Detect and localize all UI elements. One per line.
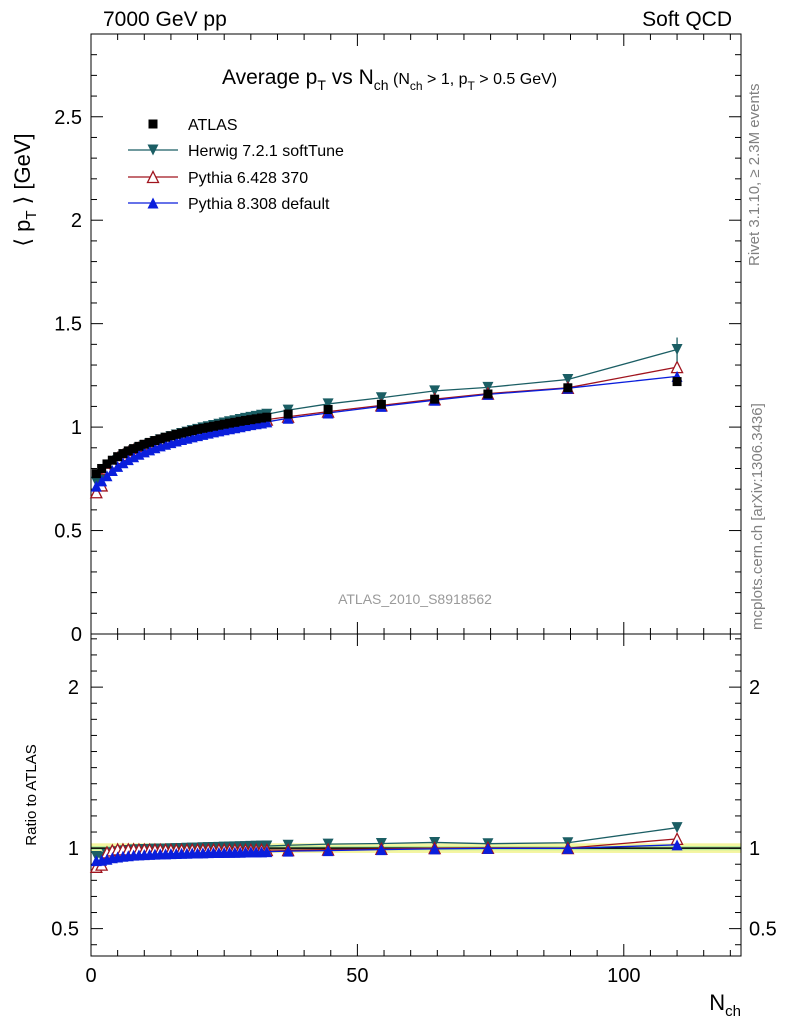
ratio-tick-label-left: 0.5 — [51, 919, 79, 941]
data-point-atlas — [171, 429, 181, 439]
data-point-herwig-7-2-1-softtune — [375, 392, 387, 404]
chart-title: Average pT vs Nch (Nch > 1, pT > 0.5 GeV… — [222, 66, 557, 93]
ratio-tick-label-right: 0.5 — [749, 919, 777, 941]
data-point-atlas — [256, 413, 266, 423]
ratio-axis-label: Ratio to ATLAS — [23, 744, 40, 845]
watermark: ATLAS_2010_S8918562 — [338, 591, 492, 607]
data-point-atlas — [563, 383, 573, 393]
data-point-atlas — [166, 431, 176, 441]
data-point-atlas — [230, 417, 240, 427]
y-tick-label: 1.5 — [54, 314, 82, 336]
legend-label: ATLAS — [188, 117, 238, 134]
data-point-atlas — [209, 421, 219, 431]
legend-marker — [146, 170, 160, 184]
y-axis-label: ⟨ pT ⟩ [GeV] — [10, 133, 40, 246]
legend-item-pythia-6-428-370: Pythia 6.428 370 — [128, 170, 308, 187]
data-point-atlas — [672, 377, 682, 387]
data-point-atlas — [225, 418, 235, 428]
data-point-atlas — [323, 405, 333, 415]
ratio-frame — [90, 633, 742, 957]
data-point-atlas — [102, 459, 112, 469]
y-tick-label: 2.5 — [54, 107, 82, 129]
ratio-point-pythia-8-308-default — [282, 845, 294, 857]
y-tick-label: 0.5 — [54, 521, 82, 543]
data-point-pythia-8-308-default — [117, 457, 129, 469]
legend-marker — [147, 197, 159, 209]
data-point-pythia-8-308-default — [106, 465, 118, 477]
ratio-point-pythia-8-308-default — [375, 844, 387, 856]
data-point-herwig-7-2-1-softtune — [322, 398, 334, 410]
x-tick-label: 50 — [346, 965, 368, 987]
data-point-pythia-8-308-default — [112, 460, 124, 472]
data-point-atlas — [483, 389, 493, 399]
data-point-atlas — [145, 437, 155, 447]
ratio-tick-label-right: 2 — [749, 677, 760, 699]
legend-label: Pythia 8.308 default — [188, 196, 330, 213]
ratio-point-pythia-8-308-default — [322, 845, 334, 857]
data-point-pythia-8-308-default — [122, 454, 134, 466]
x-tick-label: 100 — [607, 965, 640, 987]
legend-label: Pythia 6.428 370 — [188, 170, 308, 187]
data-point-atlas — [187, 426, 197, 436]
data-point-atlas — [161, 432, 171, 442]
data-point-atlas — [262, 412, 272, 422]
legend-item-atlas: ATLAS — [148, 117, 238, 134]
data-point-herwig-7-2-1-softtune — [562, 374, 574, 386]
data-point-atlas — [107, 455, 117, 465]
data-point-atlas — [198, 423, 208, 433]
data-point-atlas — [150, 436, 160, 446]
data-point-atlas — [241, 415, 251, 425]
legend-label: Herwig 7.2.1 softTune — [188, 143, 344, 160]
data-point-herwig-7-2-1-softtune — [429, 385, 441, 397]
data-point-atlas — [113, 452, 123, 462]
ratio-point-herwig-7-2-1-softtune — [671, 822, 683, 834]
ratio-point-pythia-8-308-default — [562, 842, 574, 854]
ratio-point-pythia-8-308-default — [482, 842, 494, 854]
legend-marker — [147, 144, 159, 156]
data-point-atlas — [235, 416, 245, 426]
data-point-pythia-6-428-370 — [89, 485, 103, 499]
data-point-atlas — [155, 434, 165, 444]
data-point-atlas — [246, 415, 256, 425]
ratio-tick-label-right: 1 — [749, 838, 760, 860]
data-point-atlas — [214, 420, 224, 430]
data-point-atlas — [283, 409, 293, 419]
legend-item-herwig-7-2-1-softtune: Herwig 7.2.1 softTune — [128, 143, 344, 160]
series-pythia-8-308-default — [90, 370, 683, 867]
data-point-atlas — [376, 399, 386, 409]
data-point-atlas — [139, 439, 149, 449]
y-tick-label: 0 — [71, 624, 82, 646]
data-point-atlas — [118, 449, 128, 459]
data-point-atlas — [129, 444, 139, 454]
data-point-atlas — [219, 419, 229, 429]
data-point-atlas — [134, 441, 144, 451]
series-line-herwig-7-2-1-softtune — [95, 348, 678, 483]
ratio-point-pythia-8-308-default — [429, 843, 441, 855]
data-point-atlas — [430, 394, 440, 404]
legend-marker — [148, 119, 158, 129]
ratio-tick-label-left: 2 — [68, 677, 79, 699]
ratio-tick-label-left: 1 — [68, 838, 79, 860]
series-atlas — [91, 377, 682, 479]
data-point-pythia-8-308-default — [261, 416, 273, 428]
ratio-point-pythia-8-308-default — [671, 839, 683, 851]
data-point-atlas — [91, 469, 101, 479]
data-point-atlas — [203, 422, 213, 432]
data-point-atlas — [97, 463, 107, 473]
data-point-atlas — [193, 424, 203, 434]
data-point-atlas — [182, 427, 192, 437]
data-point-atlas — [251, 414, 261, 424]
data-point-atlas — [123, 446, 133, 456]
x-axis-label: Nch — [709, 990, 741, 1020]
x-tick-label: 0 — [85, 965, 96, 987]
ratio-point-pythia-8-308-default — [261, 846, 273, 858]
header-right: Soft QCD — [642, 8, 732, 31]
y-tick-label: 2 — [71, 210, 82, 232]
header-left: 7000 GeV pp — [103, 8, 227, 31]
y-tick-label: 1 — [71, 417, 82, 439]
legend-item-pythia-8-308-default: Pythia 8.308 default — [128, 196, 330, 213]
data-point-atlas — [177, 428, 187, 438]
